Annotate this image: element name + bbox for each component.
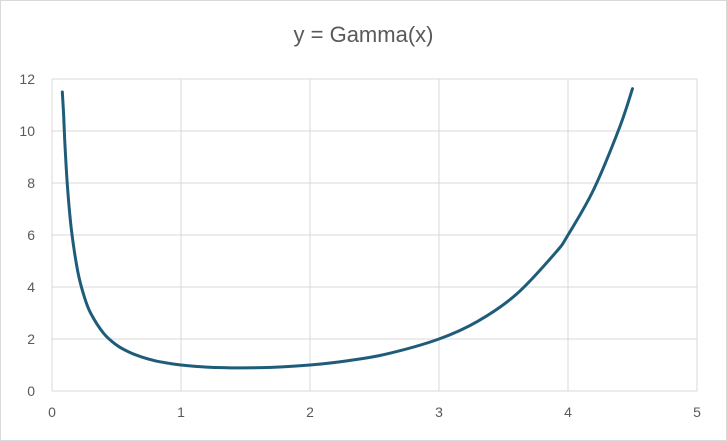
chart-title: y = Gamma(x) [293,22,434,47]
x-tick-label: 2 [306,404,314,420]
y-axis-tick-labels: 0 2 4 6 8 10 12 [19,71,35,399]
y-tick-label: 4 [27,279,35,295]
y-tick-label: 12 [19,71,35,87]
x-tick-label: 0 [48,404,56,420]
x-tick-label: 4 [564,404,572,420]
y-tick-label: 8 [27,175,35,191]
series-layer [60,87,634,370]
y-tick-label: 10 [19,123,35,139]
x-tick-label: 1 [177,404,185,420]
y-tick-label: 0 [27,383,35,399]
x-axis-tick-labels: 0 1 2 3 4 5 [48,404,701,420]
x-tick-label: 3 [435,404,443,420]
gamma-series-line [60,87,634,370]
x-tick-label: 5 [693,404,701,420]
y-tick-label: 6 [27,227,35,243]
y-tick-label: 2 [27,331,35,347]
gridlines [51,78,698,392]
